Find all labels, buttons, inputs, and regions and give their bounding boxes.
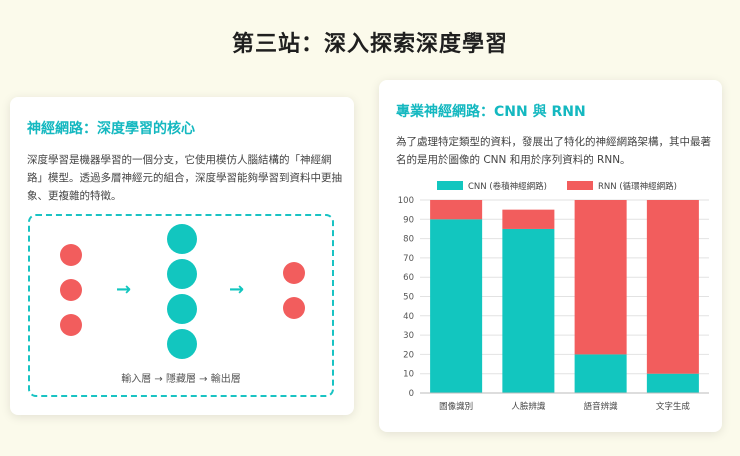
legend-label: RNN (循環神經網路) [598,181,677,192]
input-node [60,314,82,336]
arrow-icon: → [116,279,132,300]
input-node [60,279,82,301]
hidden-node [167,294,197,324]
y-tick-label: 100 [398,196,414,206]
neural-network-card: 神經網路：深度學習的核心 深度學習是機器學習的一個分支，它使用模仿人腦結構的「神… [10,97,354,415]
arrow-icon: → [229,279,245,300]
y-tick-label: 50 [403,293,414,303]
page-title: 第三站：深入探索深度學習 [231,32,508,57]
bar [502,228,555,393]
neural-network-card-title: 神經網路：深度學習的核心 [27,121,195,137]
layer-caption: 輸入層 → 隱藏層 → 輸出層 [121,374,241,385]
hidden-node [167,259,197,289]
y-tick-label: 60 [403,273,414,283]
output-node [283,262,305,284]
y-tick-label: 80 [403,235,414,245]
y-tick-label: 10 [403,370,414,380]
legend-swatch [437,181,463,190]
bar [574,354,627,393]
legend-label: CNN (卷積神經網路) [468,181,547,192]
x-tick-label: 文字生成 [656,401,691,412]
legend-swatch [567,181,593,190]
cnn-rnn-description: 為了處理特定類型的資料，發展出了特化的神經網路架構，其中最著名的是用於圖像的 C… [396,136,711,166]
neural-network-description: 深度學習是機器學習的一個分支，它使用模仿人腦結構的「神經網路」模型。透過多層神經… [27,154,342,202]
bar [646,200,699,374]
x-tick-label: 圖像識別 [439,401,473,412]
y-tick-label: 30 [403,331,414,341]
x-tick-label: 語音辨識 [584,401,619,412]
y-tick-label: 70 [403,254,414,264]
y-tick-label: 0 [409,389,414,399]
bar [502,209,555,229]
bar [646,373,699,393]
bar [574,200,627,355]
y-tick-label: 90 [403,215,414,225]
x-tick-label: 人臉辨識 [511,401,546,412]
input-node [60,244,82,266]
hidden-node [167,224,197,254]
y-tick-label: 20 [403,350,414,360]
neural-network-diagram: → → 輸入層 → 隱藏層 → 輸出層 [28,214,334,397]
cnn-rnn-card-title: 專業神經網路：CNN 與 RNN [396,104,586,120]
bar [430,219,483,393]
usage-bar-chart: CNN (卷積神經網路) RNN (循環神經網路) 0 10 20 30 40 50 60 70 8… [398,181,709,412]
y-tick-label: 40 [403,312,414,322]
cnn-rnn-card: 專業神經網路：CNN 與 RNN 為了處理特定類型的資料，發展出了特化的神經網路… [379,80,722,432]
output-node [283,297,305,319]
hidden-node [167,329,197,359]
bar [430,200,483,220]
